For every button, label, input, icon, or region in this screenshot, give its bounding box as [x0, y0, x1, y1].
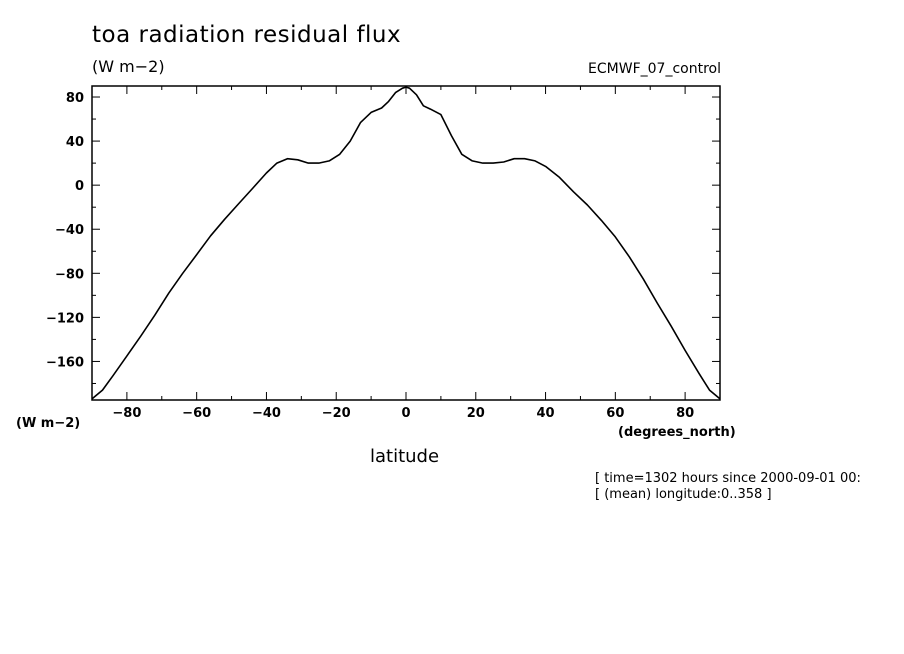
info-longitude-line: [ (mean) longitude:0..358 ]	[595, 487, 772, 502]
x-tick-label: −60	[182, 406, 211, 421]
y-tick-label: −120	[46, 311, 84, 326]
y-tick-label: 40	[66, 135, 84, 150]
minor-ticks	[91, 86, 721, 400]
x-tick-label: 20	[467, 406, 485, 421]
x-tick-label: 80	[676, 406, 694, 421]
tick-labels: −80 −60 −40 −20 0 20 40 60 80 80 40 0 −40 −80 −120 −160	[46, 91, 694, 421]
y-tick-label: 80	[66, 91, 84, 106]
x-tick-label: 40	[537, 406, 555, 421]
series-layer	[91, 86, 721, 400]
series-line	[91, 86, 721, 400]
y-tick-label: −80	[55, 267, 84, 282]
x-tick-label: 0	[401, 406, 410, 421]
units-label: (W m−2)	[92, 57, 165, 76]
x-tick-label: −80	[112, 406, 141, 421]
y-tick-label: −160	[46, 355, 84, 370]
info-time-line: [ time=1302 hours since 2000-09-01 00:	[595, 471, 861, 486]
x-axis-label: latitude	[370, 446, 440, 467]
dataset-label: ECMWF_07_control	[588, 61, 721, 77]
x-axis-units-label: (degrees_north)	[618, 425, 736, 440]
y-tick-label: 0	[75, 179, 84, 194]
y-axis-units-label: (W m−2)	[16, 416, 81, 431]
y-tick-label: −40	[55, 223, 84, 238]
major-ticks	[92, 86, 720, 400]
x-tick-label: 60	[606, 406, 624, 421]
x-tick-label: −40	[252, 406, 281, 421]
chart-title: toa radiation residual flux	[92, 22, 402, 48]
plot-frame	[91, 85, 721, 401]
x-tick-label: −20	[322, 406, 351, 421]
